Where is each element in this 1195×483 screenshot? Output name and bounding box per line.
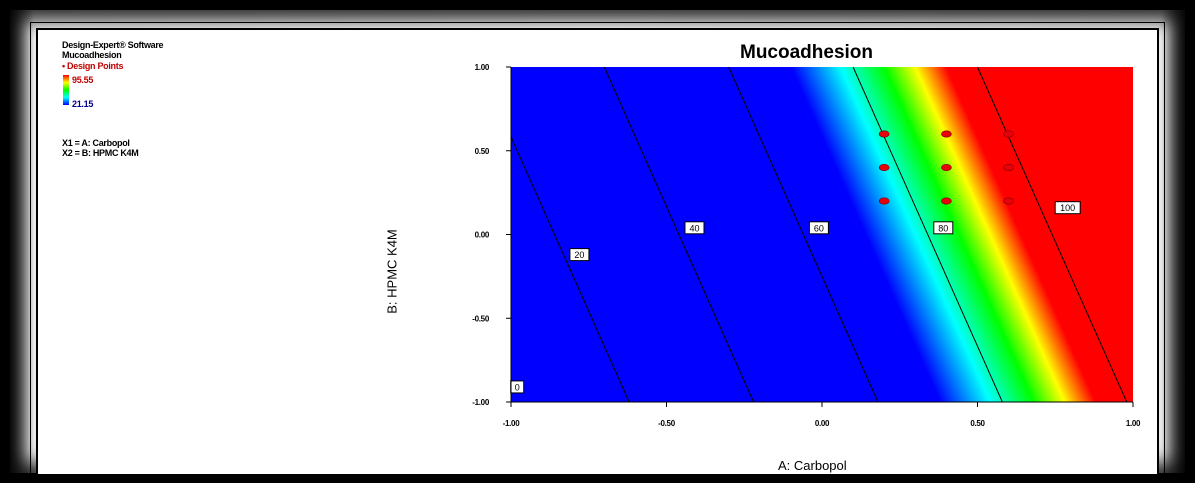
design-point [1003, 197, 1014, 205]
svg-text:80: 80 [938, 223, 948, 233]
contour-line-40 [603, 67, 755, 402]
svg-text:20: 20 [574, 250, 584, 260]
chart-title: Mucoadhesion [740, 42, 874, 63]
y-tick-label: -1.00 [472, 398, 490, 407]
x-tick-label: -1.00 [503, 419, 521, 428]
legend-max-value: 95.55 [72, 75, 94, 85]
design-point [941, 130, 952, 138]
design-point [1003, 130, 1014, 138]
panel-outline [30, 22, 1165, 480]
y-tick-label: 0.50 [475, 147, 490, 156]
x-axis-title: A: Carbopol [778, 458, 847, 473]
design-point [878, 130, 890, 138]
contour-line-20 [511, 135, 630, 402]
contour-label-0: 0 [510, 380, 525, 394]
factor-x1-label: X1 = A: Carbopol [62, 138, 130, 148]
design-points-label: • Design Points [62, 61, 124, 71]
contour-label-60: 60 [808, 221, 829, 235]
y-tick-label: -0.50 [472, 314, 490, 323]
x-tick-label: 0.50 [970, 419, 985, 428]
svg-text:60: 60 [814, 223, 824, 233]
plot-area [511, 67, 1133, 402]
response-label: Mucoadhesion [62, 50, 122, 60]
y-tick-label: 1.00 [475, 63, 490, 72]
svg-text:40: 40 [689, 223, 699, 233]
color-scale-bar [63, 75, 69, 105]
contour-label-80: 80 [933, 221, 954, 235]
contour-line-80 [852, 67, 1003, 402]
contour-label-40: 40 [684, 221, 705, 235]
design-point [941, 164, 952, 172]
y-tick-label: 0.00 [475, 231, 490, 240]
x-tick-label: 0.00 [815, 419, 830, 428]
svg-text:100: 100 [1060, 203, 1075, 213]
software-label: Design-Expert® Software [62, 40, 164, 50]
x-tick-label: -0.50 [658, 419, 676, 428]
factor-x2-label: X2 = B: HPMC K4M [62, 148, 139, 158]
design-point [941, 197, 952, 205]
x-tick-label: 1.00 [1126, 419, 1141, 428]
contour-label-20: 20 [569, 248, 590, 262]
design-point [878, 197, 890, 205]
contour-label-100: 100 [1054, 201, 1081, 215]
legend-min-value: 21.15 [72, 99, 94, 109]
design-point [878, 164, 890, 172]
design-point [1003, 164, 1014, 172]
contour-line-60 [728, 67, 879, 402]
svg-text:0: 0 [515, 382, 520, 392]
contour-line-100 [977, 67, 1128, 402]
